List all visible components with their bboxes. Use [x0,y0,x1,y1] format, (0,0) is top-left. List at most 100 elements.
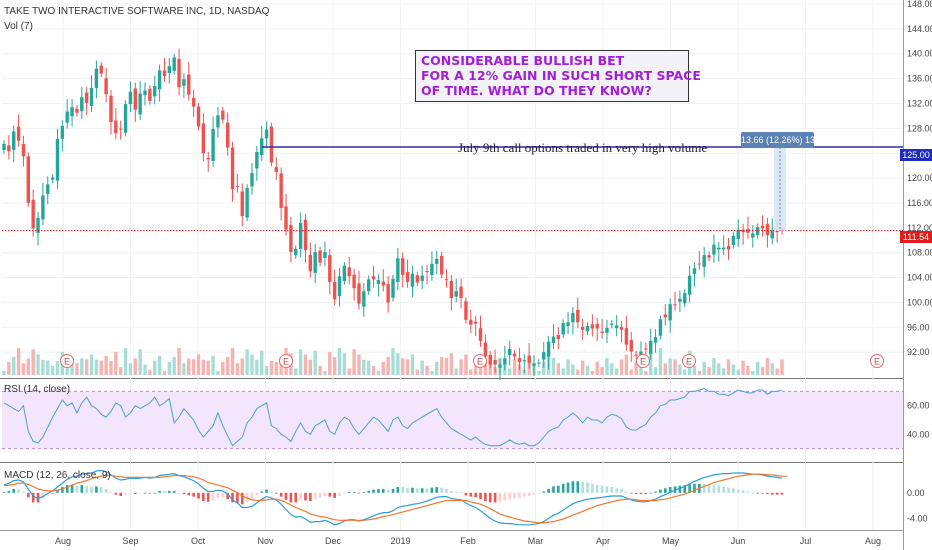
candle-body [337,276,342,297]
volume-bar [366,360,371,375]
volume-bar [430,371,434,375]
volume-bar [561,368,565,375]
macd-histogram-bar [309,492,312,502]
candle-body [2,143,6,151]
candle-body [133,88,137,110]
volume-bar [473,360,478,375]
candle-body [658,319,663,336]
macd-histogram-bar [265,489,268,493]
candle-body [16,126,21,141]
macd-histogram-bar [260,491,264,493]
candle-body [26,156,31,203]
candle-body [128,91,133,105]
candle-body [225,122,230,148]
earnings-marker [636,354,650,368]
candle-body [619,326,624,330]
candle-body [123,104,128,133]
macd-histogram-bar [221,492,225,498]
macd-histogram-bar [581,481,584,493]
macd-histogram-bar [416,488,419,493]
volume-bar [507,368,512,375]
volume-bar [138,349,142,375]
volume-bar [216,371,220,375]
candle-body [216,115,220,128]
candle-body [7,145,11,152]
macd-histogram-bar [547,488,550,493]
volume-bar [94,359,99,375]
candle-body [21,143,26,157]
candle-body [439,255,444,275]
volume-bar [12,357,16,375]
macd-histogram-bar [595,485,599,493]
candle-body [80,97,84,112]
candle-body [114,120,118,134]
macd-histogram-bar [522,492,526,497]
volume-bar [483,361,488,375]
volume-bar [298,349,303,375]
macd-histogram-bar [85,485,88,493]
candle-body [99,65,103,74]
macd-tick-label: -4.00 [907,513,928,523]
macd-histogram-bar [620,488,623,493]
macd-histogram-bar [75,485,79,493]
candle-body [366,279,371,292]
candle-body [303,219,308,251]
macd-histogram-bar [411,487,414,493]
volume-bar [488,361,492,375]
candle-body [668,304,672,321]
macd-label: MACD (12, 26, close, 9) [4,470,111,481]
volume-bar [332,357,337,375]
volume-bar [405,359,410,375]
candle-body [294,248,298,256]
volume-bar [269,361,274,375]
macd-histogram-bar [420,488,424,493]
candle-body [478,328,483,341]
macd-histogram-bar [391,488,395,493]
volume-bar [235,363,240,375]
volume-bar [512,359,517,375]
macd-histogram-bar [236,492,239,504]
volume-bar [303,354,308,375]
macd-histogram-bar [668,487,672,493]
volume-bar [580,360,585,375]
candle-body [153,86,157,97]
macd-histogram-bar [586,482,589,493]
volume-bar [211,355,215,375]
candle-body [104,78,108,95]
signal-line [3,473,787,524]
volume-bar [371,365,376,375]
candle-body [483,342,488,357]
macd-histogram-bar [688,484,691,493]
volume-bar [255,359,259,375]
macd-histogram-bar [56,489,59,493]
volume-bar [133,358,137,375]
macd-histogram-bar [231,492,234,503]
candle-body [318,250,322,263]
candle-body [172,57,176,71]
macd-histogram-bar [542,491,546,493]
candle-body [201,123,206,154]
volume-bar [435,361,439,375]
candle-body [332,281,337,300]
axis-divider [903,0,904,550]
candle-body [405,271,410,282]
macd-histogram-bar [381,488,385,493]
macd-histogram-bar [299,492,302,500]
macd-histogram-bar [532,492,536,495]
candle-body [357,283,361,304]
macd-histogram-bar [488,492,492,503]
candle-body [585,326,590,332]
time-tick-label: Aug [55,536,71,546]
macd-histogram-bar [513,492,516,499]
candle-body [425,271,429,273]
macd-histogram-bar [775,492,779,495]
volume-bar [21,363,26,375]
candle-body [415,275,420,283]
macd-histogram-bar [440,487,443,493]
earnings-marker-label: E [640,357,646,367]
volume-bar [668,358,672,375]
macd-histogram-bar [90,487,93,493]
volume-bar [653,367,658,375]
volume-bar [294,368,298,375]
